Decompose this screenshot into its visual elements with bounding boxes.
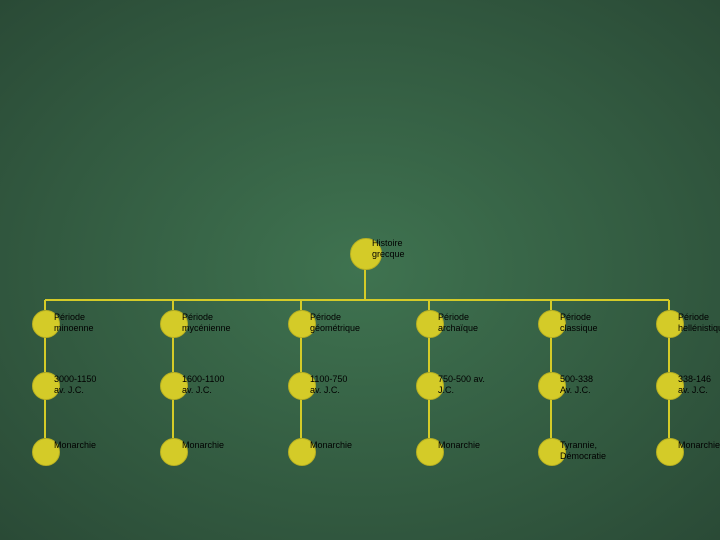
conn-trunk	[45, 299, 669, 301]
label-minoenne-period: Période minoenne	[54, 312, 94, 334]
label-geometrique-dates: 1100-750 av. J.C.	[310, 374, 347, 396]
conn-drop-minoenne	[44, 300, 46, 310]
label-hellenistique-period: Période hellénistique	[678, 312, 720, 334]
conn-drop-classique	[550, 300, 552, 310]
conn-drop-archaique	[428, 300, 430, 310]
label-minoenne-dates: 3000-1150 av. J.C.	[54, 374, 96, 396]
label-geometrique-period: Période géométrique	[310, 312, 360, 334]
conn-minoenne-a	[44, 336, 46, 372]
label-minoenne-regime: Monarchie	[54, 440, 96, 451]
label-archaique-regime: Monarchie	[438, 440, 480, 451]
label-hellenistique-dates: 338-146 av. J.C.	[678, 374, 711, 396]
conn-archaique-b	[428, 398, 430, 438]
label-mycenienne-regime: Monarchie	[182, 440, 224, 451]
label-classique-dates: 500-338 Av. J.C.	[560, 374, 593, 396]
label-mycenienne-period: Période mycénienne	[182, 312, 231, 334]
conn-classique-b	[550, 398, 552, 438]
conn-drop-mycenienne	[172, 300, 174, 310]
conn-geometrique-a	[300, 336, 302, 372]
conn-archaique-a	[428, 336, 430, 372]
conn-drop-geometrique	[300, 300, 302, 310]
conn-drop-hellenistique	[668, 300, 670, 310]
background	[0, 0, 720, 540]
label-mycenienne-dates: 1600-1100 av. J.C.	[182, 374, 224, 396]
conn-geometrique-b	[300, 398, 302, 438]
label-archaique-period: Période archaïque	[438, 312, 478, 334]
conn-classique-a	[550, 336, 552, 372]
conn-root-stem	[364, 268, 366, 300]
label-classique-period: Période classique	[560, 312, 598, 334]
label-root: Histoire grecque	[372, 238, 405, 260]
conn-hellenistique-b	[668, 398, 670, 438]
label-hellenistique-regime: Monarchie	[678, 440, 720, 451]
conn-hellenistique-a	[668, 336, 670, 372]
label-classique-regime: Tyrannie, Démocratie	[560, 440, 606, 462]
conn-mycenienne-a	[172, 336, 174, 372]
conn-minoenne-b	[44, 398, 46, 438]
label-archaique-dates: 750-500 av. J.C.	[438, 374, 485, 396]
label-geometrique-regime: Monarchie	[310, 440, 352, 451]
conn-mycenienne-b	[172, 398, 174, 438]
